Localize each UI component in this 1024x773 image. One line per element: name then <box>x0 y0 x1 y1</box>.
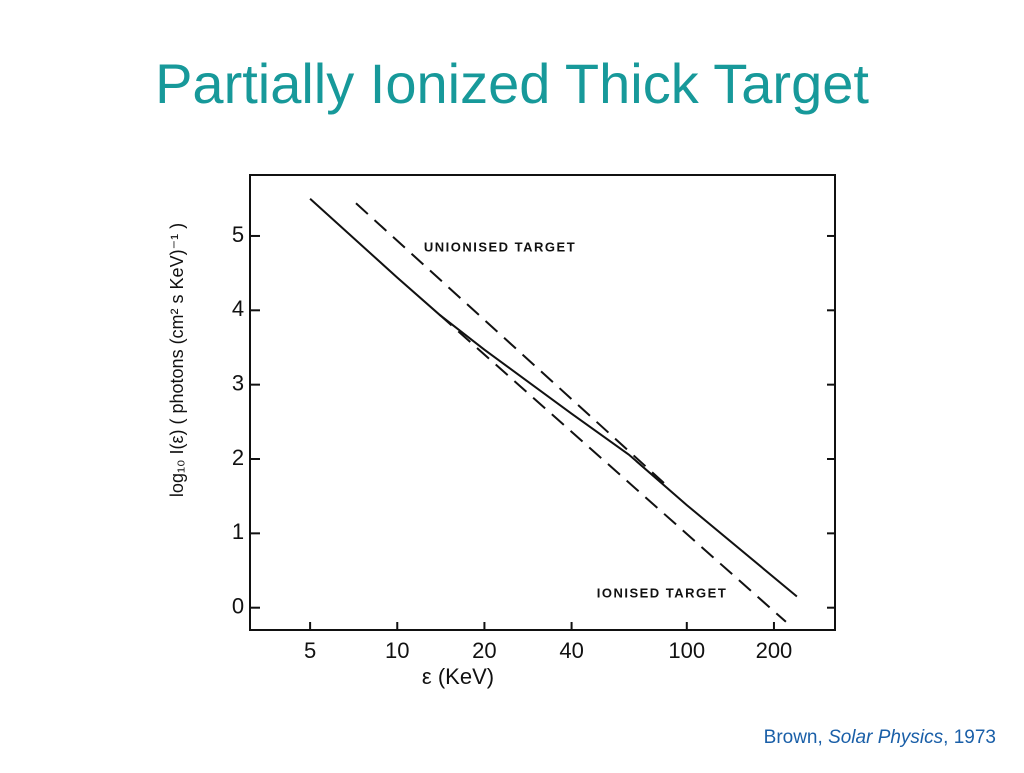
y-tick-label: 3 <box>232 370 244 395</box>
x-axis-label: ε (KeV) <box>422 664 494 689</box>
x-tick-label: 10 <box>385 638 409 663</box>
line-annotation: UNIONISED TARGET <box>424 239 576 254</box>
y-tick-label: 4 <box>232 296 244 321</box>
citation-author: Brown, <box>764 727 828 748</box>
plot-frame <box>249 174 836 631</box>
x-tick-label: 20 <box>472 638 496 663</box>
dashed-line <box>355 202 669 488</box>
y-tick-label: 0 <box>232 594 244 619</box>
x-tick-label: 40 <box>559 638 583 663</box>
line-annotation: IONISED TARGET <box>597 585 728 600</box>
x-tick-label: 5 <box>304 638 316 663</box>
citation: Brown, Solar Physics, 1973 <box>764 727 996 748</box>
dashed-line <box>438 314 787 623</box>
y-tick-label: 1 <box>232 519 244 544</box>
slide-title: Partially Ionized Thick Target <box>155 52 869 115</box>
y-axis-label: log₁₀ I(ε) ( photons (cm² s KeV)⁻¹ ) <box>167 223 187 497</box>
x-tick-label: 200 <box>756 638 793 663</box>
x-tick-label: 100 <box>668 638 705 663</box>
y-tick-label: 2 <box>232 445 244 470</box>
y-tick-label: 5 <box>232 222 244 247</box>
citation-year: , 1973 <box>943 727 996 748</box>
solid-line <box>309 198 798 598</box>
citation-journal: Solar Physics <box>828 727 944 748</box>
